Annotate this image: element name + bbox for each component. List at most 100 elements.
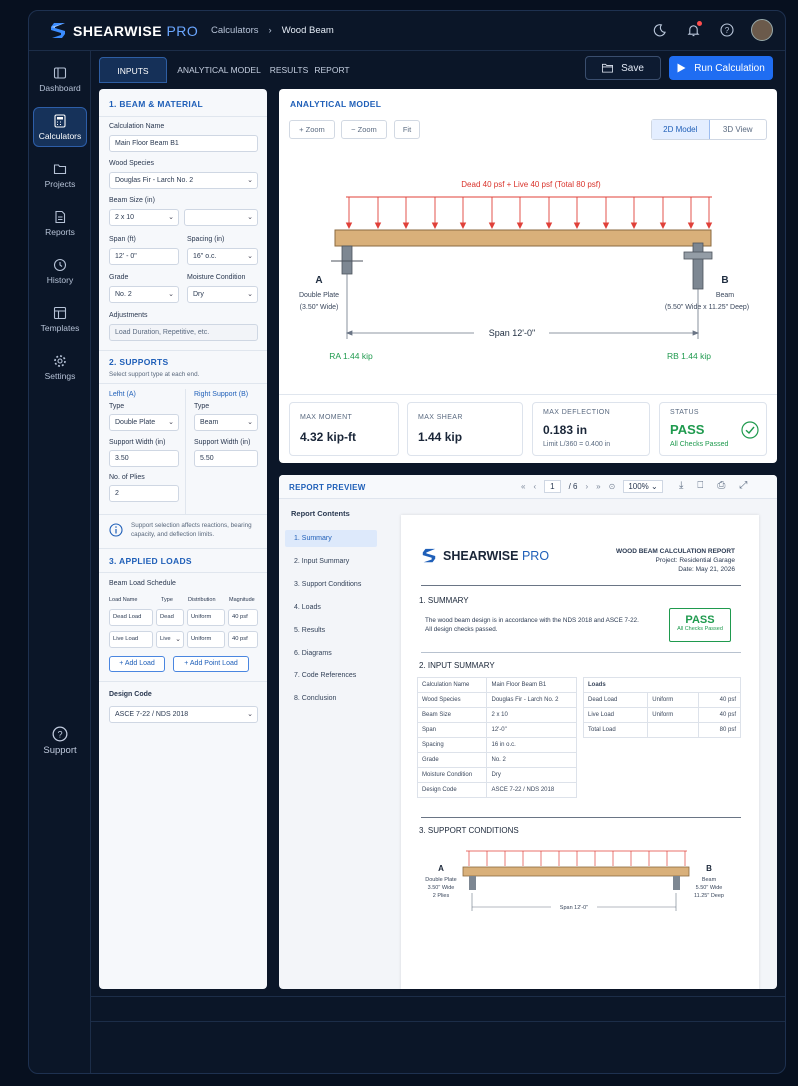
chevron-down-icon: ⌄ [168, 419, 174, 426]
load-name-input[interactable]: Dead Load [109, 609, 153, 626]
tab-analytical-model[interactable]: ANALYTICAL MODEL [177, 65, 261, 75]
run-calculation-button[interactable]: Run Calculation [669, 56, 773, 80]
load-mag-input[interactable]: 40 psf [228, 609, 258, 626]
first-page-icon[interactable]: « [521, 482, 526, 491]
toc-summary[interactable]: 1. Summary [285, 530, 377, 547]
view-toggle: 2D Model 3D View [651, 119, 767, 140]
load-name-input[interactable]: Live Load [109, 631, 153, 648]
divider [421, 817, 741, 818]
play-icon [677, 63, 686, 73]
fit-button[interactable]: Fit [394, 120, 420, 139]
plies-input[interactable]: 2 [109, 485, 179, 502]
check-circle-icon [741, 421, 759, 439]
design-code-select[interactable]: ASCE 7-22 / NDS 2018 ⌄ [109, 706, 258, 723]
moisture-select[interactable]: Dry ⌄ [187, 286, 258, 303]
right-type-select[interactable]: Beam ⌄ [194, 414, 258, 431]
load-dist-select[interactable]: Uniform [187, 631, 225, 648]
report-section-support-conditions: 3. SUPPORT CONDITIONS [419, 826, 519, 835]
load-type-select[interactable]: Dead [156, 609, 184, 626]
tab-results[interactable]: RESULTS [269, 65, 309, 75]
add-point-load-button[interactable]: + Add Point Load [173, 656, 249, 672]
download-icon[interactable]: ⤓ [679, 480, 684, 491]
load-mag-input[interactable]: 40 psf [228, 631, 258, 648]
page-number-input[interactable]: 1 [544, 480, 561, 493]
beam-size-select-2[interactable]: ⌄ [184, 209, 258, 226]
load-type-select[interactable]: Live ⌄ [156, 631, 184, 648]
bookmark-icon[interactable]: ⎕ [697, 480, 704, 491]
divider [421, 652, 741, 653]
analytical-model-panel: ANALYTICAL MODEL + Zoom − Zoom Fit 2D Mo… [279, 89, 777, 463]
sidebar-item-dashboard[interactable]: Dashboard [33, 59, 87, 99]
report-date: Date: May 21, 2026 [678, 566, 735, 573]
chevron-down-icon: ⌄ [247, 711, 253, 718]
avatar[interactable] [751, 19, 773, 41]
last-page-icon[interactable]: » [596, 482, 601, 491]
view-3d-button[interactable]: 3D View [722, 125, 753, 134]
report-support-b-depth: 11.25" Deep [694, 893, 724, 899]
span-input[interactable]: 12' - 0" [109, 248, 179, 265]
breadcrumb-current: Wood Beam [281, 25, 334, 36]
help-icon[interactable]: ? [717, 20, 737, 40]
support-b-type: Beam [716, 292, 734, 299]
sidebar-support[interactable]: ? Support [33, 726, 87, 756]
sidebar-item-calculators[interactable]: Calculators [33, 107, 87, 147]
add-load-button[interactable]: + Add Load [109, 656, 165, 672]
col-load-name: Load Name [109, 597, 138, 603]
report-page: SHEARWISE PRO WOOD BEAM CALCULATION REPO… [401, 515, 759, 989]
left-width-input[interactable]: 3.50 [109, 450, 179, 467]
grade-select[interactable]: No. 2 ⌄ [109, 286, 179, 303]
save-button[interactable]: Save [585, 56, 661, 80]
divider [185, 389, 186, 514]
folder-icon [53, 163, 67, 174]
tab-inputs[interactable]: INPUTS [99, 57, 167, 83]
brand-name: SHEARWISE PRO [73, 23, 199, 39]
next-page-icon[interactable]: › [585, 482, 589, 491]
divider [99, 383, 267, 384]
brand-logo[interactable]: SHEARWISE PRO [49, 20, 198, 42]
grade-label: Grade [109, 274, 129, 281]
species-select[interactable]: Douglas Fir - Larch No. 2 ⌄ [109, 172, 258, 189]
toc-input-summary[interactable]: 2. Input Summary [294, 558, 350, 565]
toc-diagrams[interactable]: 6. Diagrams [294, 650, 332, 657]
load-dist-select[interactable]: Uniform [187, 609, 225, 626]
sidebar-item-projects[interactable]: Projects [33, 155, 87, 195]
max-moment-title: MAX MOMENT [300, 414, 353, 421]
zoom-out-button[interactable]: − Zoom [341, 120, 387, 139]
toc-support-conditions[interactable]: 3. Support Conditions [294, 581, 362, 588]
toc-conclusion[interactable]: 8. Conclusion [294, 695, 337, 702]
supports-info: Support selection affects reactions, bea… [131, 522, 252, 538]
breadcrumb-parent[interactable]: Calculators [211, 25, 259, 36]
tab-report[interactable]: REPORT [314, 65, 350, 75]
sidebar-item-reports[interactable]: Reports [33, 203, 87, 243]
adjustments-input[interactable]: Load Duration, Repetitive, etc. [109, 324, 258, 341]
prev-page-icon[interactable]: ‹ [533, 482, 537, 491]
calc-name-input[interactable]: Main Floor Beam B1 [109, 135, 258, 152]
max-shear-title: MAX SHEAR [418, 414, 463, 421]
sidebar-item-templates[interactable]: Templates [33, 299, 87, 339]
zoom-fit-icon[interactable]: ⊙ [608, 482, 616, 491]
view-2d-button[interactable]: 2D Model [652, 120, 710, 139]
left-type-select[interactable]: Double Plate ⌄ [109, 414, 179, 431]
max-deflection-title: MAX DEFLECTION [543, 409, 611, 416]
expand-icon[interactable]: ⤢ [739, 480, 748, 491]
toc-loads[interactable]: 4. Loads [294, 604, 321, 611]
toc-code-references[interactable]: 7. Code References [294, 672, 357, 679]
sidebar-item-history[interactable]: History [33, 251, 87, 291]
section-beam-material: 1. BEAM & MATERIAL [109, 99, 204, 109]
bell-icon[interactable] [683, 20, 703, 40]
help-circle-icon: ? [52, 726, 68, 742]
sidebar-item-settings[interactable]: Settings [33, 347, 87, 387]
folder-icon [602, 63, 614, 73]
spacing-select[interactable]: 16" o.c. ⌄ [187, 248, 258, 265]
support-b-size: (5.50" Wide x 11.25" Deep) [665, 304, 749, 311]
moon-icon[interactable] [649, 20, 669, 40]
right-width-input[interactable]: 5.50 [194, 450, 258, 467]
zoom-in-button[interactable]: + Zoom [289, 120, 335, 139]
print-icon[interactable]: ⎙ [717, 480, 726, 491]
beam-size-select[interactable]: 2 x 10 ⌄ [109, 209, 179, 226]
calc-name-label: Calculation Name [109, 123, 165, 130]
zoom-select[interactable]: 100% ⌄ [623, 480, 663, 493]
toc-results[interactable]: 5. Results [294, 627, 326, 634]
top-bar: SHEARWISE PRO Calculators › Wood Beam ? [29, 11, 785, 51]
chevron-down-icon: ⌄ [168, 291, 174, 298]
